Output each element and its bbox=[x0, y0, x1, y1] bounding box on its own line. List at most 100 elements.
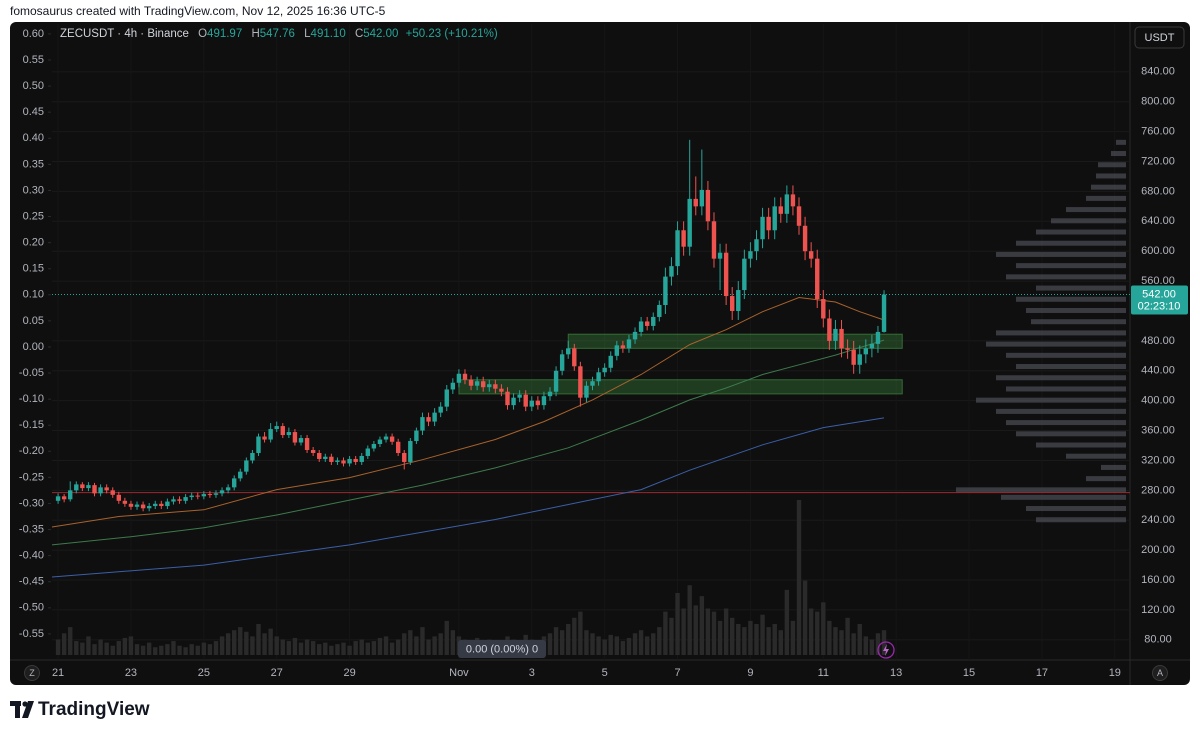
volume-bar bbox=[851, 633, 856, 655]
x-tick-label: 25 bbox=[198, 667, 210, 679]
volume-bar bbox=[699, 596, 705, 655]
volume-profile-bar bbox=[1091, 184, 1126, 190]
candle-body bbox=[195, 495, 200, 497]
x-tick-label: 23 bbox=[125, 667, 137, 679]
candle-body bbox=[262, 436, 267, 440]
volume-profile-bar bbox=[1016, 296, 1126, 302]
candle-body bbox=[717, 252, 723, 259]
volume-bar bbox=[74, 641, 79, 655]
candle-body bbox=[481, 381, 486, 388]
volume-bar bbox=[231, 630, 237, 655]
candle-body bbox=[553, 370, 559, 392]
volume-profile-bar bbox=[1066, 453, 1126, 459]
x-tick-label: 3 bbox=[529, 667, 535, 679]
candle-body bbox=[723, 252, 729, 297]
candle-body bbox=[815, 258, 820, 300]
volume-bar bbox=[566, 624, 571, 655]
y2-tick-label: -0.25 bbox=[19, 471, 44, 483]
y-tick-label: 760.00 bbox=[1141, 126, 1175, 138]
y-tick-label: 720.00 bbox=[1141, 155, 1175, 167]
volume-bar bbox=[304, 639, 310, 655]
candle-body bbox=[578, 366, 583, 398]
legend-value: 491.97 bbox=[207, 28, 243, 40]
candle-body bbox=[231, 478, 237, 488]
candle-body bbox=[547, 391, 553, 397]
candle-body bbox=[55, 496, 61, 501]
volume-profile-bar bbox=[956, 487, 1126, 493]
candle-body bbox=[705, 189, 711, 222]
candle-body bbox=[159, 503, 164, 507]
volume-bar bbox=[207, 644, 213, 655]
moving-average bbox=[51, 417, 885, 578]
candle-body bbox=[310, 449, 316, 453]
volume-bar bbox=[857, 624, 862, 655]
volume-bar bbox=[638, 630, 644, 655]
countdown-label: 02:23:10 bbox=[1138, 300, 1181, 312]
candle-body bbox=[572, 348, 577, 367]
volume-profile-bar bbox=[1006, 352, 1126, 358]
candle-body bbox=[875, 331, 881, 344]
candle-body bbox=[110, 490, 115, 495]
volume-bar bbox=[693, 605, 698, 655]
currency-button[interactable] bbox=[1134, 26, 1185, 49]
volume-bar bbox=[584, 630, 589, 655]
candle-body bbox=[681, 230, 686, 247]
candle-body bbox=[201, 494, 207, 497]
x-tick-label: Nov bbox=[449, 667, 469, 679]
y2-tick-label: -0.35 bbox=[19, 523, 44, 535]
candle-body bbox=[748, 251, 753, 259]
y-tick-label: 560.00 bbox=[1141, 275, 1175, 287]
candle-body bbox=[353, 458, 358, 462]
volume-profile-bar bbox=[996, 251, 1126, 257]
scale-button[interactable] bbox=[24, 665, 40, 681]
volume-bar bbox=[796, 500, 802, 655]
y2-tick-label: 0.45 bbox=[23, 106, 44, 118]
candle-body bbox=[566, 348, 571, 355]
volume-profile-bar bbox=[1006, 274, 1126, 280]
volume-bar bbox=[626, 637, 632, 655]
y-tick-label: 200.00 bbox=[1141, 544, 1175, 556]
volume-bar bbox=[408, 630, 413, 655]
candle-body bbox=[341, 460, 346, 464]
y2-tick-label: 0.55 bbox=[23, 54, 44, 66]
volume-bar bbox=[778, 630, 783, 655]
candle-body bbox=[468, 379, 474, 386]
legend-change: +50.23 (+10.21%) bbox=[405, 28, 498, 40]
candle-body bbox=[256, 436, 261, 453]
candle-body bbox=[687, 198, 692, 247]
candle-body bbox=[317, 452, 322, 459]
alert-icon bbox=[877, 641, 895, 659]
volume-bar bbox=[808, 608, 814, 655]
volume-profile-bar bbox=[1116, 139, 1126, 145]
volume-profile-bar bbox=[1036, 442, 1126, 448]
candle-body bbox=[371, 444, 377, 449]
candle-body bbox=[74, 484, 79, 491]
volume-bar bbox=[559, 630, 565, 655]
candle-body bbox=[857, 354, 862, 365]
logo-shape bbox=[15, 701, 20, 718]
y2-tick-label: 0.35 bbox=[23, 158, 44, 170]
y2-tick-label: 0.40 bbox=[23, 132, 44, 144]
candle-body bbox=[839, 328, 844, 349]
candle-body bbox=[104, 487, 109, 491]
candle-body bbox=[730, 296, 735, 311]
volume-bar bbox=[578, 611, 583, 655]
scale-button[interactable] bbox=[1152, 665, 1168, 681]
volume-bar bbox=[341, 642, 346, 655]
volume-bar bbox=[742, 627, 747, 655]
volume-profile-bar bbox=[986, 341, 1126, 347]
volume-bar bbox=[110, 645, 115, 655]
volume-profile-bar bbox=[1086, 195, 1126, 201]
volume-bar bbox=[420, 627, 425, 655]
x-tick-label: 9 bbox=[747, 667, 753, 679]
candle-body bbox=[651, 316, 656, 326]
legend-key: H bbox=[251, 28, 260, 40]
volume-bar bbox=[663, 611, 668, 655]
x-tick-label: 5 bbox=[602, 667, 608, 679]
candle-body bbox=[590, 381, 595, 386]
volume-bar bbox=[651, 633, 656, 655]
candle-body bbox=[772, 206, 777, 231]
volume-bar bbox=[644, 636, 650, 655]
volume-bar bbox=[432, 636, 437, 655]
candle-body bbox=[165, 501, 170, 507]
